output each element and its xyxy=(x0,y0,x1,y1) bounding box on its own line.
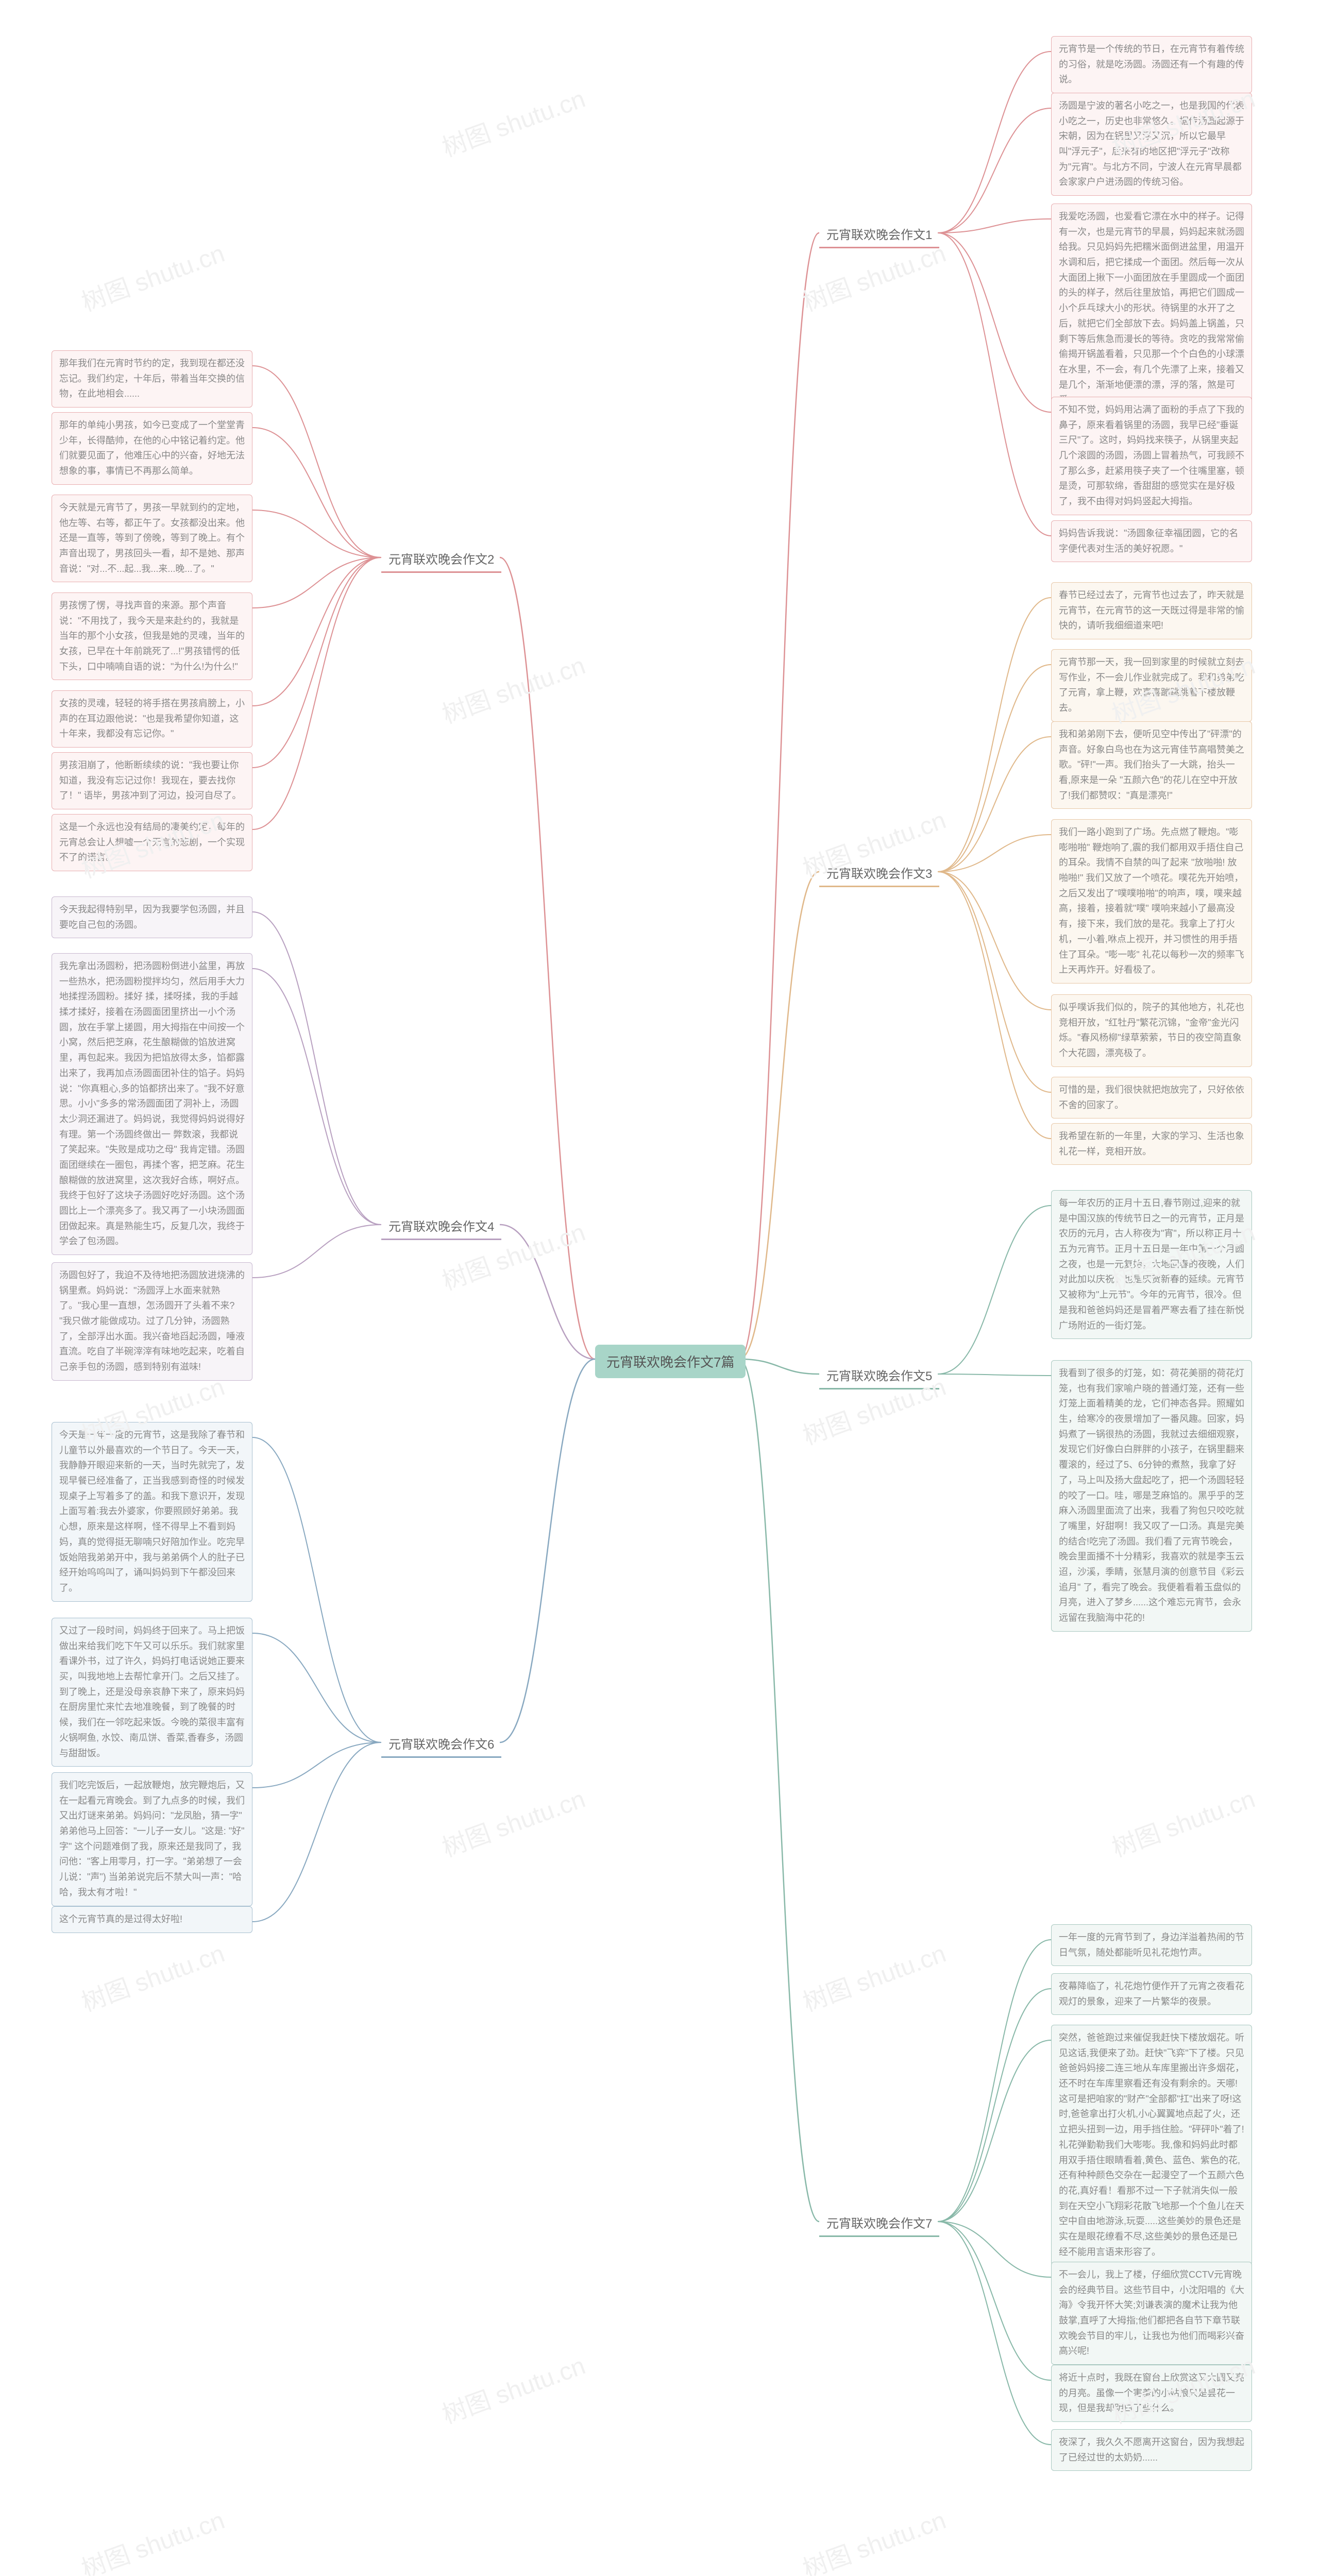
watermark: 树图 shutu.cn xyxy=(76,1933,229,2018)
leaf-node: 男孩愣了愣，寻找声音的来源。那个声音说："不用找了，我今天是来赴约的，我就是当年… xyxy=(52,592,252,680)
root-node: 元宵联欢晚会作文7篇 xyxy=(595,1345,746,1378)
branch-label: 元宵联欢晚会作文2 xyxy=(388,553,494,567)
leaf-node: 我们一路小跑到了广场。先点燃了鞭炮。"嘭嘭啪啪" 鞭炮响了,震的我们都用双手捂住… xyxy=(1051,819,1252,984)
watermark: 树图 shutu.cn xyxy=(1106,1778,1259,1863)
leaf-text: 又过了一段时间，妈妈终于回来了。马上把饭做出来给我们吃下午又可以乐乐。我们就家里… xyxy=(59,1625,245,1758)
leaf-text: 夜深了，我久久不愿离开这窗台，因为我想起了已经过世的太奶奶...... xyxy=(1059,2437,1244,2463)
leaf-text: 我们吃完饭后，一起放鞭炮，放完鞭炮后，又在一起看元宵晚会。到了九点多的时候，我们… xyxy=(59,1780,245,1897)
leaf-text: 突然，爸爸跑过来催促我赶快下楼放烟花。听见这话,我便来了劲。赶快"飞弈"下了楼。… xyxy=(1059,2032,1244,2257)
watermark: 树图 shutu.cn xyxy=(436,2345,589,2430)
branch-node-b2: 元宵联欢晚会作文2 xyxy=(381,546,501,573)
leaf-node: 汤圆是宁波的著名小吃之一，也是我国的代表小吃之一，历史也非常悠久。据传汤圆起源于… xyxy=(1051,93,1252,196)
leaf-text: 我们一路小跑到了广场。先点燃了鞭炮。"嘭嘭啪啪" 鞭炮响了,震的我们都用双手捂住… xyxy=(1059,827,1244,975)
leaf-text: 男孩愣了愣，寻找声音的来源。那个声音说："不用找了，我今天是来赴约的，我就是当年… xyxy=(59,600,245,672)
leaf-node: 元宵节是一个传统的节日，在元宵节有着传统的习俗，就是吃汤圆。汤圆还有一个有趣的传… xyxy=(1051,36,1252,93)
leaf-node: 今天就是元宵节了，男孩一早就到约的定地，他左等、右等，都正午了。女孩都没出来。他… xyxy=(52,495,252,582)
leaf-text: 男孩泪崩了，他断断续续的说："我也要让你知道，我没有忘记过你！我现在，要去找你了… xyxy=(59,760,241,801)
branch-node-b4: 元宵联欢晚会作文4 xyxy=(381,1213,501,1240)
branch-node-b3: 元宵联欢晚会作文3 xyxy=(819,860,939,887)
leaf-text: 元宵节那一天，我一回到家里的时候就立刻去写作业，不一会儿作业就完成了。我和弟弟吃… xyxy=(1059,657,1244,713)
leaf-text: 我先拿出汤圆粉，把汤圆粉倒进小盆里，再放一些热水，把汤圆粉搅拌均匀，然后用手大力… xyxy=(59,961,245,1246)
leaf-node: 突然，爸爸跑过来催促我赶快下楼放烟花。听见这话,我便来了劲。赶快"飞弈"下了楼。… xyxy=(1051,2025,1252,2265)
leaf-text: 我看到了很多的灯笼，如：荷花美丽的荷花灯笼，也有我们家喻户晓的普通灯笼，还有一些… xyxy=(1059,1368,1244,1623)
leaf-node: 不知不觉，妈妈用沾满了面粉的手点了下我的鼻子，原来看着锅里的汤圆，我早已经"垂诞… xyxy=(1051,397,1252,515)
watermark: 树图 shutu.cn xyxy=(797,1933,950,2018)
leaf-node: 一年一度的元宵节到了，身边洋溢着热闹的节日气氛，随处都能听见礼花炮竹声。 xyxy=(1051,1924,1252,1966)
leaf-node: 可惜的是，我们很快就把炮放完了，只好依依不舍的回家了。 xyxy=(1051,1077,1252,1118)
leaf-node: 汤圆包好了，我迫不及待地把汤圆放进烧沸的锅里煮。妈妈说："汤圆浮上水面来就熟了。… xyxy=(52,1262,252,1381)
branch-node-b1: 元宵联欢晚会作文1 xyxy=(819,222,939,248)
leaf-node: 将近十点时，我既在窗台上欣赏这又大圆又亮的月亮。虽像一个害羞的小姑娘只是昙花一现… xyxy=(1051,2365,1252,2422)
leaf-text: 将近十点时，我既在窗台上欣赏这又大圆又亮的月亮。虽像一个害羞的小姑娘只是昙花一现… xyxy=(1059,2372,1244,2413)
leaf-text: 我和弟弟刚下去，便听见空中传出了"砰漂"的声音。好象白鸟也在为这元宵佳节高唱赞美… xyxy=(1059,729,1244,801)
leaf-node: 不一会儿，我上了楼，仔细欣赏CCTV元宵晚会的经典节目。这些节目中，小沈阳唱的《… xyxy=(1051,2262,1252,2365)
leaf-text: 汤圆包好了，我迫不及待地把汤圆放进烧沸的锅里煮。妈妈说："汤圆浮上水面来就熟了。… xyxy=(59,1270,245,1372)
leaf-node: 夜幕降临了，礼花炮竹便作开了元宵之夜看花观灯的景象，迎来了一片繁华的夜景。 xyxy=(1051,1973,1252,2015)
watermark: 树图 shutu.cn xyxy=(436,645,589,730)
leaf-node: 似乎噗诉我们似的，院子的其他地方，礼花也竞相开放，"红牡丹"繁花沉锦，"金帝"金… xyxy=(1051,994,1252,1067)
root-label: 元宵联欢晚会作文7篇 xyxy=(606,1354,734,1370)
leaf-node: 今天我起得特别早，因为我要学包汤圆，并且要吃自己包的汤圆。 xyxy=(52,896,252,938)
leaf-node: 我先拿出汤圆粉，把汤圆粉倒进小盆里，再放一些热水，把汤圆粉搅拌均匀，然后用手大力… xyxy=(52,953,252,1255)
leaf-text: 妈妈告诉我说："汤圆象征幸福团圆，它的名字便代表对生活的美好祝愿。" xyxy=(1059,528,1238,554)
leaf-text: 夜幕降临了，礼花炮竹便作开了元宵之夜看花观灯的景象，迎来了一片繁华的夜景。 xyxy=(1059,1981,1244,2007)
leaf-node: 我和弟弟刚下去，便听见空中传出了"砰漂"的声音。好象白鸟也在为这元宵佳节高唱赞美… xyxy=(1051,721,1252,809)
leaf-node: 我们吃完饭后，一起放鞭炮，放完鞭炮后，又在一起看元宵晚会。到了九点多的时候，我们… xyxy=(52,1772,252,1906)
leaf-node: 女孩的灵魂，轻轻的将手搭在男孩肩膀上，小声的在耳边跟他说："也是我希望你知道，这… xyxy=(52,690,252,748)
leaf-node: 这个元宵节真的是过得太好啦! xyxy=(52,1906,252,1933)
leaf-text: 元宵节是一个传统的节日，在元宵节有着传统的习俗，就是吃汤圆。汤圆还有一个有趣的传… xyxy=(1059,44,1244,84)
watermark: 树图 shutu.cn xyxy=(436,78,589,163)
branch-node-b6: 元宵联欢晚会作文6 xyxy=(381,1731,501,1758)
branch-node-b5: 元宵联欢晚会作文5 xyxy=(819,1363,939,1389)
leaf-node: 那年的单纯小男孩，如今已变成了一个堂堂青少年，长得酷帅，在他的心中铭记着约定。他… xyxy=(52,412,252,485)
leaf-text: 这是一个永远也没有结局的凄美约定，每年的元宵总会让人想嘘一个无言的悲剧，一个实现… xyxy=(59,822,245,862)
leaf-text: 不知不觉，妈妈用沾满了面粉的手点了下我的鼻子，原来看着锅里的汤圆，我早已经"垂诞… xyxy=(1059,404,1244,506)
branch-label: 元宵联欢晚会作文1 xyxy=(826,228,932,242)
leaf-node: 夜深了，我久久不愿离开这窗台，因为我想起了已经过世的太奶奶...... xyxy=(1051,2429,1252,2471)
leaf-text: 春节已经过去了，元宵节也过去了，昨天就是元宵节，在元宵节的这一天既过得是非常的愉… xyxy=(1059,590,1244,631)
leaf-text: 这个元宵节真的是过得太好啦! xyxy=(59,1914,182,1924)
leaf-text: 可惜的是，我们很快就把炮放完了，只好依依不舍的回家了。 xyxy=(1059,1084,1244,1110)
leaf-text: 一年一度的元宵节到了，身边洋溢着热闹的节日气氛，随处都能听见礼花炮竹声。 xyxy=(1059,1932,1244,1958)
leaf-node: 元宵节那一天，我一回到家里的时候就立刻去写作业，不一会儿作业就完成了。我和弟弟吃… xyxy=(1051,649,1252,722)
leaf-node: 男孩泪崩了，他断断续续的说："我也要让你知道，我没有忘记过你！我现在，要去找你了… xyxy=(52,752,252,809)
leaf-text: 每一年农历的正月十五日,春节刚过,迎来的就是中国汉族的传统节日之一的元宵节，正月… xyxy=(1059,1198,1244,1331)
watermark: 树图 shutu.cn xyxy=(436,1778,589,1863)
leaf-node: 这是一个永远也没有结局的凄美约定，每年的元宵总会让人想嘘一个无言的悲剧，一个实现… xyxy=(52,814,252,871)
watermark: 树图 shutu.cn xyxy=(76,233,229,318)
leaf-node: 妈妈告诉我说："汤圆象征幸福团圆，它的名字便代表对生活的美好祝愿。" xyxy=(1051,520,1252,562)
leaf-text: 那年的单纯小男孩，如今已变成了一个堂堂青少年，长得酷帅，在他的心中铭记着约定。他… xyxy=(59,420,245,476)
branch-label: 元宵联欢晚会作文6 xyxy=(388,1738,494,1752)
leaf-node: 我爱吃汤圆，也爱看它漂在水中的样子。记得有一次，也是元宵节的早晨，妈妈起来就汤圆… xyxy=(1051,204,1252,414)
leaf-text: 我希望在新的一年里，大家的学习、生活也象礼花一样，竞相开放。 xyxy=(1059,1131,1244,1157)
leaf-node: 又过了一段时间，妈妈终于回来了。马上把饭做出来给我们吃下午又可以乐乐。我们就家里… xyxy=(52,1618,252,1767)
branch-label: 元宵联欢晚会作文3 xyxy=(826,867,932,881)
leaf-text: 似乎噗诉我们似的，院子的其他地方，礼花也竞相开放，"红牡丹"繁花沉锦，"金帝"金… xyxy=(1059,1002,1244,1058)
leaf-text: 今天就是元宵节了，男孩一早就到约的定地，他左等、右等，都正午了。女孩都没出来。他… xyxy=(59,502,245,574)
branch-label: 元宵联欢晚会作文5 xyxy=(826,1369,932,1383)
leaf-node: 每一年农历的正月十五日,春节刚过,迎来的就是中国汉族的传统节日之一的元宵节，正月… xyxy=(1051,1190,1252,1339)
leaf-text: 汤圆是宁波的著名小吃之一，也是我国的代表小吃之一，历史也非常悠久。据传汤圆起源于… xyxy=(1059,100,1244,187)
leaf-node: 那年我们在元宵时节约的定，我到现在都还没忘记。我们约定，十年后，带着当年交换的信… xyxy=(52,350,252,408)
leaf-node: 我看到了很多的灯笼，如：荷花美丽的荷花灯笼，也有我们家喻户晓的普通灯笼，还有一些… xyxy=(1051,1360,1252,1632)
leaf-text: 今天是一年一度的元宵节，这是我除了春节和儿童节以外最喜欢的一个节日了。今天一天，… xyxy=(59,1430,245,1593)
branch-label: 元宵联欢晚会作文7 xyxy=(826,2217,932,2231)
leaf-node: 春节已经过去了，元宵节也过去了，昨天就是元宵节，在元宵节的这一天既过得是非常的愉… xyxy=(1051,582,1252,639)
leaf-text: 女孩的灵魂，轻轻的将手搭在男孩肩膀上，小声的在耳边跟他说："也是我希望你知道，这… xyxy=(59,698,245,739)
branch-label: 元宵联欢晚会作文4 xyxy=(388,1220,494,1234)
watermark: 树图 shutu.cn xyxy=(797,2500,950,2576)
leaf-text: 那年我们在元宵时节约的定，我到现在都还没忘记。我们约定，十年后，带着当年交换的信… xyxy=(59,358,245,399)
leaf-node: 我希望在新的一年里，大家的学习、生活也象礼花一样，竞相开放。 xyxy=(1051,1123,1252,1165)
leaf-node: 今天是一年一度的元宵节，这是我除了春节和儿童节以外最喜欢的一个节日了。今天一天，… xyxy=(52,1422,252,1602)
leaf-text: 今天我起得特别早，因为我要学包汤圆，并且要吃自己包的汤圆。 xyxy=(59,904,245,930)
leaf-text: 我爱吃汤圆，也爱看它漂在水中的样子。记得有一次，也是元宵节的早晨，妈妈起来就汤圆… xyxy=(1059,211,1244,405)
branch-node-b7: 元宵联欢晚会作文7 xyxy=(819,2210,939,2237)
watermark: 树图 shutu.cn xyxy=(76,2500,229,2576)
leaf-text: 不一会儿，我上了楼，仔细欣赏CCTV元宵晚会的经典节目。这些节目中，小沈阳唱的《… xyxy=(1059,2269,1244,2356)
